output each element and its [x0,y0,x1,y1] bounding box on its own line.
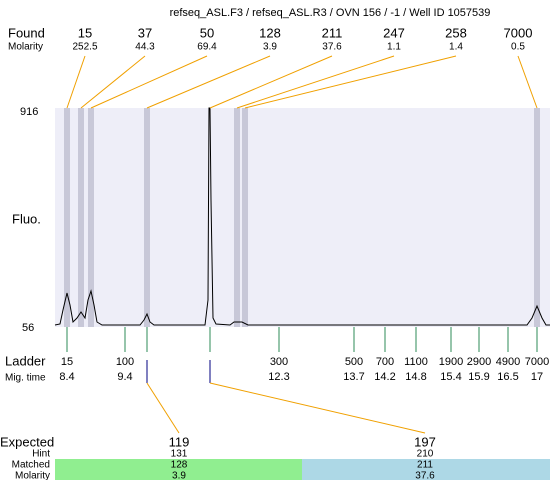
ladder-size: 700 [376,356,394,368]
peak-connector [209,55,333,109]
molarity-band-1 [55,471,302,480]
y-axis-label: Fluo. [12,211,41,226]
molarity-band-2 [302,471,550,480]
ladder-size: 300 [270,356,288,368]
ladder-time: 15.9 [468,371,489,383]
molarity-label: Molarity [15,471,50,480]
found-molarity: 252.5 [72,42,97,53]
found-molarity: 0.5 [511,42,525,53]
found-molarity: 1.1 [387,42,401,53]
peak-connector [90,55,208,109]
found-size: 7000 [504,25,533,40]
peak-band [242,108,248,327]
found-molarity: 3.9 [263,42,277,53]
peak-connector [80,55,146,109]
hint-size: 131 [171,449,188,460]
ladder-size: 500 [345,356,363,368]
found-size: 211 [322,25,343,40]
expected-size: 197 [414,434,436,449]
found-size: 128 [259,25,281,40]
found-size: 50 [200,25,214,40]
found-size: 15 [78,25,92,40]
ladder-size: 1900 [439,356,463,368]
ladder-label: Ladder [5,353,46,368]
matched-band-1 [55,459,302,471]
matched-size: 211 [417,460,433,471]
matched-label: Matched [12,460,50,471]
expected-size: 119 [169,434,190,449]
peak-connector [244,55,457,109]
expected-molarity: 37.6 [415,471,435,480]
peak-band [64,108,70,327]
found-molarity: 1.4 [449,42,463,53]
ladder-time: 13.7 [343,371,364,383]
ladder-size: 1100 [404,356,428,368]
peak-band [88,108,94,327]
y-min-label: 56 [22,322,34,334]
ladder-time: 14.8 [405,371,426,383]
found-molarity: 44.3 [135,42,155,53]
expected-molarity: 3.9 [172,471,186,480]
y-max-label: 916 [20,106,38,118]
found-molarity: 37.6 [322,42,342,53]
found-label: Found [8,25,45,40]
found-size: 258 [445,25,467,40]
hint-size: 210 [417,449,434,460]
ladder-size: 4900 [496,356,520,368]
found-size: 247 [383,25,405,40]
peak-band [534,108,540,327]
found-molarity: 69.4 [197,42,217,53]
peak-band [78,108,84,327]
ladder-time: 12.3 [268,371,289,383]
trace [54,107,550,326]
ladder-size: 15 [61,356,73,368]
peak-band [144,108,150,327]
ladder-time: 17 [531,371,543,383]
mig-time-label: Mig. time [5,373,46,384]
matched-size: 128 [171,460,188,471]
title: refseq_ASL.F3 / refseq_ASL.R3 / OVN 156 … [170,7,491,19]
peak-connector [517,55,538,109]
ladder-time: 15.4 [440,371,461,383]
matched-band-2 [302,459,550,471]
ladder-size: 2900 [467,356,491,368]
ladder-time: 8.4 [59,371,74,383]
ladder-time: 14.2 [374,371,395,383]
ladder-time: 9.4 [117,371,132,383]
found-molarity-label: Molarity [8,42,43,53]
ladder-time: 16.5 [497,371,518,383]
peak-connector [146,55,271,109]
peak-band [234,108,240,327]
ladder-size: 7000 [525,356,549,368]
ladder-size: 100 [116,356,134,368]
match-connector [146,382,180,434]
peak-connector [236,55,395,109]
match-connector [209,382,426,434]
plot-area [55,108,550,327]
found-size: 37 [138,25,152,40]
peak-connector [66,55,86,109]
hint-label: Hint [32,449,50,460]
expected-label: Expected [0,434,54,449]
